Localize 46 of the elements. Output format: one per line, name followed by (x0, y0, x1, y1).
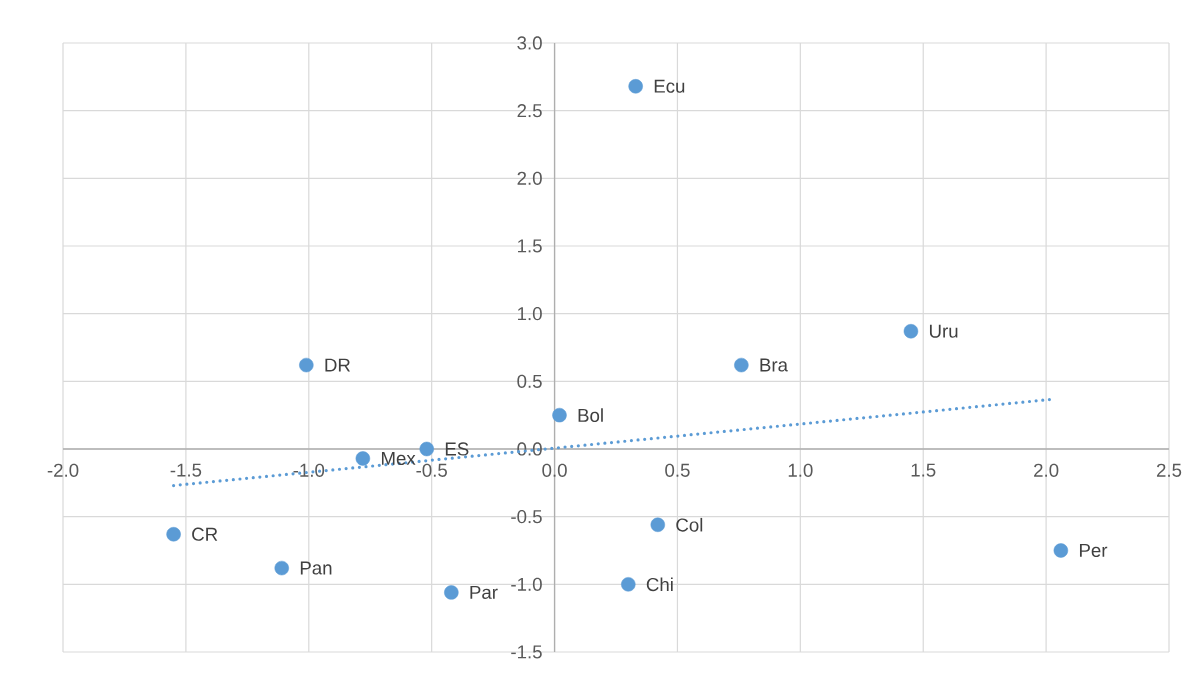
x-tick-label: 2.5 (1156, 463, 1182, 477)
point (274, 560, 289, 576)
x-tick-label: -0.5 (416, 463, 447, 477)
x-tick-label: -1.0 (293, 463, 325, 477)
point (166, 527, 181, 542)
annotation: CR (192, 527, 218, 541)
point (628, 79, 643, 94)
annotation: Per (1079, 543, 1108, 557)
annotation: Uru (929, 324, 958, 338)
annotation: Bol (578, 408, 603, 423)
x-tick-label: 1.5 (911, 463, 936, 477)
y-tick-label: 1.5 (518, 239, 542, 253)
annotation: Bra (760, 358, 789, 372)
y-tick-label: 0.0 (517, 442, 542, 456)
annotation: Pan (300, 561, 332, 575)
annotation: Chi (646, 577, 673, 592)
point (1053, 543, 1069, 558)
y-tick-label: -1.0 (511, 577, 542, 591)
y-tick-label: 1.0 (518, 307, 542, 321)
point (355, 451, 371, 466)
point (903, 324, 919, 339)
annotation: Mex (381, 451, 416, 465)
x-tick-label: 1.0 (788, 463, 813, 477)
y-tick-label: -0.5 (511, 510, 542, 524)
x-tick-label: -1.5 (170, 463, 202, 477)
y-tick-label: 3.0 (517, 36, 542, 50)
point (650, 517, 665, 532)
y-tick-label: 2.5 (517, 104, 542, 118)
x-tick-label: 2.0 (1034, 463, 1059, 477)
point (444, 585, 459, 600)
point (734, 357, 749, 373)
y-tick-label: 2.0 (517, 171, 542, 185)
x-tick-label: -2.0 (47, 463, 79, 477)
point (419, 441, 434, 457)
point (621, 577, 636, 592)
y-tick-label: 0.5 (517, 374, 542, 388)
annotation: Ecu (654, 79, 685, 93)
annotation: ES (445, 442, 469, 456)
annotation: DR (325, 358, 351, 372)
point (552, 407, 567, 423)
point (299, 357, 314, 373)
annotation: Par (470, 585, 498, 599)
x-tick-label: 0.5 (665, 463, 690, 477)
annotation: Col (676, 517, 703, 532)
x-tick-label: 0.0 (542, 463, 567, 477)
y-tick-label: -1.5 (511, 645, 542, 659)
